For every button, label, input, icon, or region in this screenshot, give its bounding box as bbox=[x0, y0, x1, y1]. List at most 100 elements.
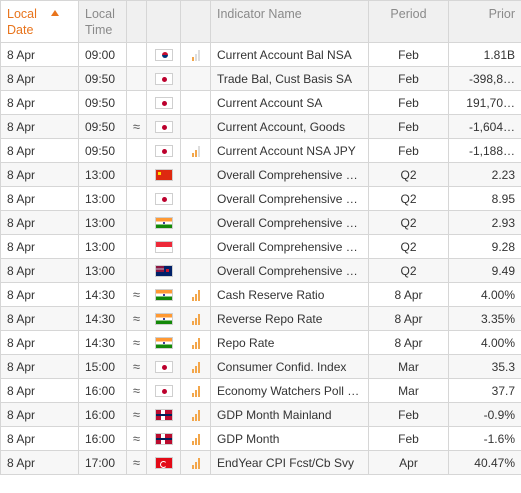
period-cell: Q2 bbox=[368, 258, 449, 283]
volatility-icon: ≈ bbox=[126, 114, 147, 139]
volatility-icon bbox=[126, 186, 147, 211]
indicator-name-cell[interactable]: Economy Watchers Poll SA bbox=[210, 378, 369, 403]
volatility-icon bbox=[126, 258, 147, 283]
column-header-prior[interactable]: Prior bbox=[448, 0, 521, 43]
table-row[interactable]: 8 Apr 17:00 ≈ EndYear CPI Fcst/Cb Svy Apr 40.… bbox=[0, 450, 521, 475]
prior-cell: 9.49 bbox=[448, 258, 521, 283]
volatility-icon: ≈ bbox=[126, 330, 147, 355]
japan-flag-icon bbox=[154, 145, 173, 158]
column-header-importance[interactable] bbox=[180, 0, 211, 43]
prior-cell: 8.95 bbox=[448, 186, 521, 211]
period-cell: Feb bbox=[368, 138, 449, 163]
indicator-name-cell[interactable]: Overall Comprehensive … bbox=[210, 258, 369, 283]
volatility-icon: ≈ bbox=[126, 354, 147, 379]
local-date-cell: 8 Apr bbox=[0, 186, 79, 211]
indicator-name-cell[interactable]: Reverse Repo Rate bbox=[210, 306, 369, 331]
local-date-cell: 8 Apr bbox=[0, 330, 79, 355]
country-cell bbox=[146, 42, 181, 67]
column-header-local-time[interactable]: Local Time bbox=[78, 0, 127, 43]
table-row[interactable]: 8 Apr 13:00 Overall Comprehensive … Q2 9.49 bbox=[0, 258, 521, 283]
column-header-label: Indicator Name bbox=[217, 7, 302, 21]
indicator-name-cell[interactable]: Overall Comprehensive … bbox=[210, 210, 369, 235]
indicator-name-cell[interactable]: Overall Comprehensive … bbox=[210, 186, 369, 211]
indicator-name-cell[interactable]: Current Account NSA JPY bbox=[210, 138, 369, 163]
prior-cell: -1.6% bbox=[448, 426, 521, 451]
local-time-cell: 13:00 bbox=[78, 162, 127, 187]
indicator-name-cell[interactable]: Overall Comprehensive … bbox=[210, 162, 369, 187]
sort-ascending-icon[interactable] bbox=[50, 10, 59, 16]
importance-cell bbox=[180, 234, 211, 259]
local-time-cell: 09:50 bbox=[78, 114, 127, 139]
period-cell: Apr bbox=[368, 450, 449, 475]
table-row[interactable]: 8 Apr 13:00 Overall Comprehensive … Q2 2.93 bbox=[0, 210, 521, 235]
table-row[interactable]: 8 Apr 13:00 Overall Comprehensive … Q2 9.28 bbox=[0, 234, 521, 259]
local-date-cell: 8 Apr bbox=[0, 90, 79, 115]
importance-cell bbox=[180, 90, 211, 115]
indicator-name-cell[interactable]: Current Account Bal NSA bbox=[210, 42, 369, 67]
table-row[interactable]: 8 Apr 14:30 ≈ Cash Reserve Ratio 8 Apr 4.00% bbox=[0, 282, 521, 307]
indicator-name-cell[interactable]: Cash Reserve Ratio bbox=[210, 282, 369, 307]
table-row[interactable]: 8 Apr 16:00 ≈ GDP Month Mainland Feb -0.9% bbox=[0, 402, 521, 427]
indicator-name-cell[interactable]: Consumer Confid. Index bbox=[210, 354, 369, 379]
importance-cell bbox=[180, 450, 211, 475]
table-row[interactable]: 8 Apr 13:00 Overall Comprehensive … Q2 8.95 bbox=[0, 186, 521, 211]
country-cell bbox=[146, 90, 181, 115]
japan-flag-icon bbox=[154, 385, 173, 398]
country-cell bbox=[146, 330, 181, 355]
importance-bars-icon bbox=[191, 457, 200, 470]
table-row[interactable]: 8 Apr 15:00 ≈ Consumer Confid. Index Mar 35.3 bbox=[0, 354, 521, 379]
table-row[interactable]: 8 Apr 09:50 Current Account SA Feb 191,70… bbox=[0, 90, 521, 115]
volatility-icon bbox=[126, 90, 147, 115]
norway-flag-icon bbox=[154, 409, 173, 422]
period-cell: 8 Apr bbox=[368, 282, 449, 307]
local-time-cell: 13:00 bbox=[78, 258, 127, 283]
prior-cell: 35.3 bbox=[448, 354, 521, 379]
local-time-cell: 13:00 bbox=[78, 210, 127, 235]
local-time-cell: 13:00 bbox=[78, 234, 127, 259]
singapore-flag-icon bbox=[154, 241, 173, 254]
table-row[interactable]: 8 Apr 09:50 Trade Bal, Cust Basis SA Feb -39… bbox=[0, 66, 521, 91]
indicator-name-cell[interactable]: Trade Bal, Cust Basis SA bbox=[210, 66, 369, 91]
prior-cell: 40.47% bbox=[448, 450, 521, 475]
column-header-volatility[interactable] bbox=[126, 0, 147, 43]
india-flag-icon bbox=[154, 337, 173, 350]
period-cell: Feb bbox=[368, 66, 449, 91]
importance-bars-icon bbox=[191, 145, 200, 158]
column-header-label: Local bbox=[85, 7, 115, 21]
indicator-name-cell[interactable]: Overall Comprehensive … bbox=[210, 234, 369, 259]
volatility-icon bbox=[126, 210, 147, 235]
indicator-name-cell[interactable]: Current Account SA bbox=[210, 90, 369, 115]
table-row[interactable]: 8 Apr 13:00 Overall Comprehensive … Q2 2.23 bbox=[0, 162, 521, 187]
japan-flag-icon bbox=[154, 73, 173, 86]
table-row[interactable]: 8 Apr 16:00 ≈ GDP Month Feb -1.6% bbox=[0, 426, 521, 451]
column-header-label: Local bbox=[7, 7, 37, 21]
importance-bars-icon bbox=[191, 361, 200, 374]
table-row[interactable]: 8 Apr 09:00 Current Account Bal NSA Feb 1.81… bbox=[0, 42, 521, 67]
volatility-icon bbox=[126, 162, 147, 187]
local-date-cell: 8 Apr bbox=[0, 162, 79, 187]
importance-cell bbox=[180, 378, 211, 403]
table-row[interactable]: 8 Apr 09:50 ≈ Current Account, Goods Feb -1,6… bbox=[0, 114, 521, 139]
period-cell: Q2 bbox=[368, 210, 449, 235]
table-row[interactable]: 8 Apr 09:50 Current Account NSA JPY Feb -1,1… bbox=[0, 138, 521, 163]
column-header-label: Prior bbox=[488, 7, 515, 21]
column-header-country[interactable] bbox=[146, 0, 181, 43]
column-header-indicator-name[interactable]: Indicator Name bbox=[210, 0, 369, 43]
indicator-name-cell[interactable]: EndYear CPI Fcst/Cb Svy bbox=[210, 450, 369, 475]
period-cell: Mar bbox=[368, 378, 449, 403]
indicator-name-cell[interactable]: Current Account, Goods bbox=[210, 114, 369, 139]
period-cell: Q2 bbox=[368, 186, 449, 211]
local-time-cell: 17:00 bbox=[78, 450, 127, 475]
table-row[interactable]: 8 Apr 16:00 ≈ Economy Watchers Poll SA Mar 37… bbox=[0, 378, 521, 403]
column-header-local-date[interactable]: Local Date bbox=[0, 0, 79, 43]
indicator-name-cell[interactable]: GDP Month Mainland bbox=[210, 402, 369, 427]
table-row[interactable]: 8 Apr 14:30 ≈ Repo Rate 8 Apr 4.00% bbox=[0, 330, 521, 355]
local-time-cell: 16:00 bbox=[78, 426, 127, 451]
indicator-name-cell[interactable]: GDP Month bbox=[210, 426, 369, 451]
importance-cell bbox=[180, 306, 211, 331]
indicator-name-cell[interactable]: Repo Rate bbox=[210, 330, 369, 355]
column-header-period[interactable]: Period bbox=[368, 0, 449, 43]
importance-cell bbox=[180, 162, 211, 187]
importance-cell bbox=[180, 138, 211, 163]
table-row[interactable]: 8 Apr 14:30 ≈ Reverse Repo Rate 8 Apr 3.35% bbox=[0, 306, 521, 331]
